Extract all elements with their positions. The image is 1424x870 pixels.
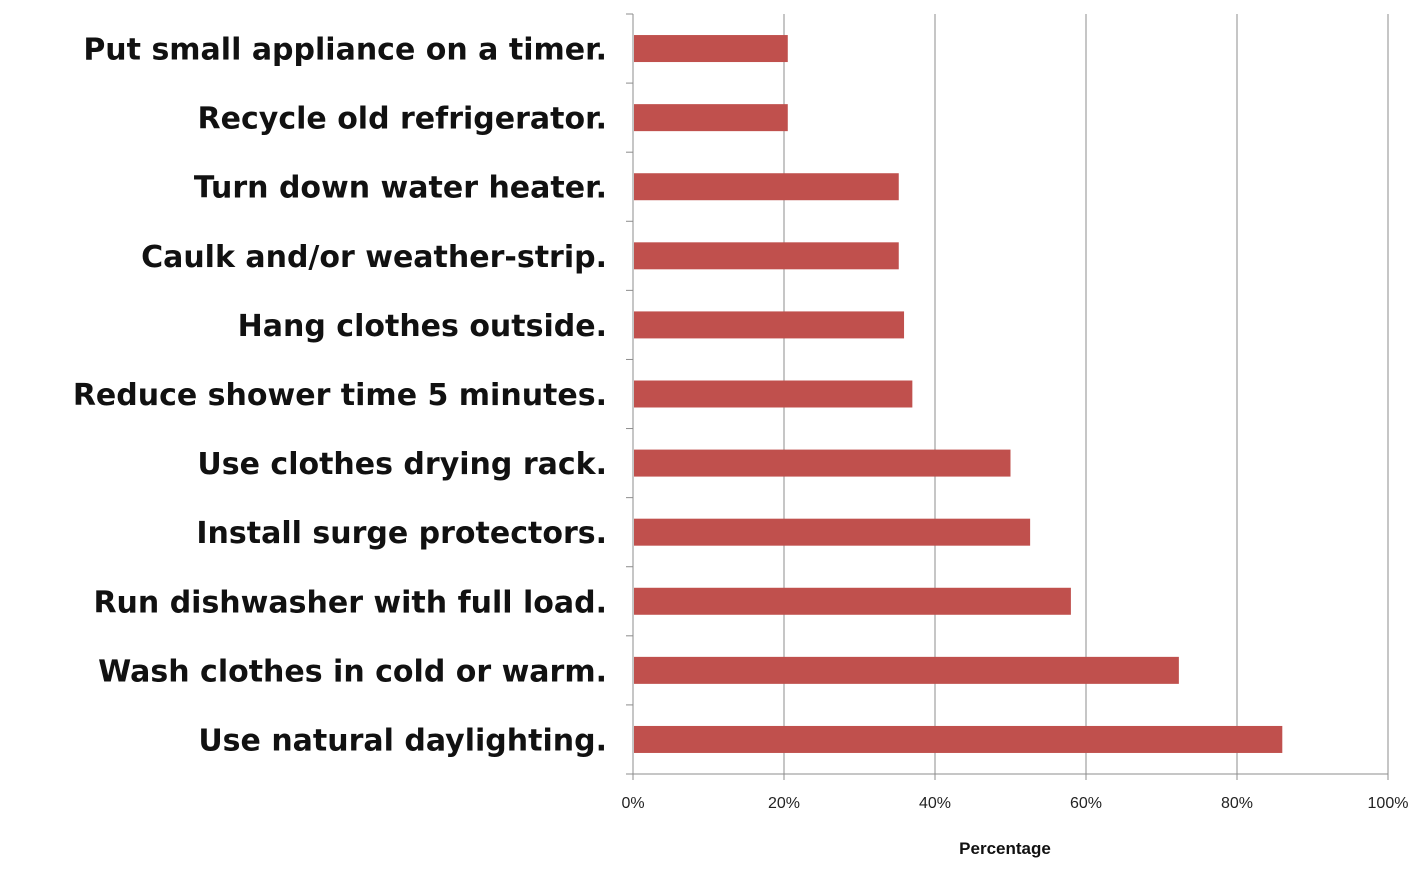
bar — [634, 656, 1179, 684]
bar — [634, 518, 1031, 546]
x-tick-label: 20% — [768, 795, 800, 812]
bar — [634, 311, 905, 339]
gridlines — [783, 14, 1389, 774]
bar — [634, 173, 899, 201]
category-label: Use clothes drying rack. — [197, 447, 607, 482]
x-tick-label: 40% — [919, 795, 951, 812]
category-label: Put small appliance on a timer. — [83, 33, 607, 68]
x-tick-label: 100% — [1368, 795, 1409, 812]
bar — [634, 35, 788, 63]
category-labels: Put small appliance on a timer. Recycle o… — [73, 33, 607, 759]
category-label: Install surge protectors. — [196, 516, 607, 551]
category-label: Use natural daylighting. — [198, 723, 607, 758]
x-tick-labels: 0% 20% 40% 60% 80% 100% — [621, 795, 1408, 812]
bar — [634, 449, 1011, 477]
category-label: Run dishwasher with full load. — [93, 585, 607, 620]
category-label: Hang clothes outside. — [238, 309, 607, 344]
x-tick-label: 80% — [1221, 795, 1253, 812]
x-tick-label: 0% — [621, 795, 644, 812]
category-label: Reduce shower time 5 minutes. — [73, 378, 607, 413]
bar — [634, 725, 1283, 753]
category-label: Wash clothes in cold or warm. — [98, 654, 607, 689]
x-tick-label: 60% — [1070, 795, 1102, 812]
bars — [634, 35, 1283, 753]
bar — [634, 242, 899, 270]
category-label: Caulk and/or weather-strip. — [141, 240, 607, 275]
x-axis-title: Percentage — [959, 839, 1051, 858]
bar — [634, 380, 913, 408]
axes — [626, 13, 1389, 780]
bar — [634, 587, 1071, 615]
bar — [634, 104, 788, 132]
category-label: Turn down water heater. — [194, 171, 607, 206]
category-label: Recycle old refrigerator. — [198, 102, 607, 137]
